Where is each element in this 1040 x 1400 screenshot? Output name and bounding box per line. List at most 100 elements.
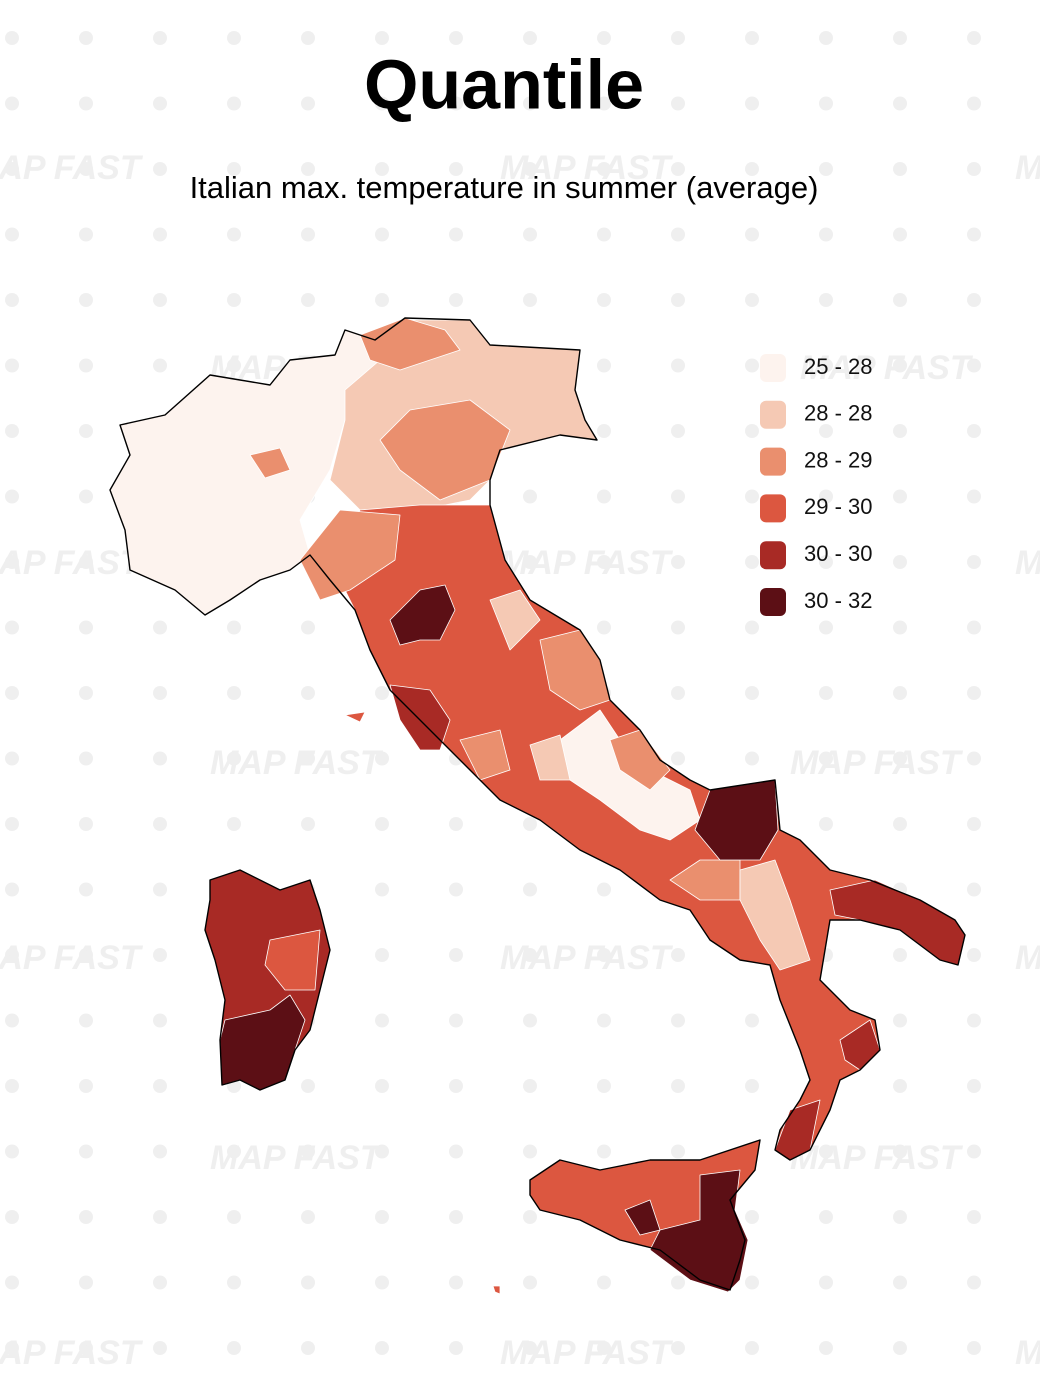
legend-label: 25 - 28: [804, 354, 873, 379]
bg-dot: [671, 620, 685, 635]
legend-label: 29 - 30: [804, 494, 873, 519]
bg-dot: [375, 948, 389, 962]
bg-dot: [449, 1144, 463, 1159]
legend-label: 28 - 29: [804, 447, 873, 472]
bg-dot: [153, 948, 167, 962]
bg-dot: [819, 817, 833, 831]
bg-dot: [745, 227, 759, 242]
bg-dot: [745, 358, 759, 373]
bg-dot: [967, 1013, 981, 1028]
bg-dot: [153, 1013, 167, 1028]
bg-dot: [523, 1210, 537, 1224]
bg-dot: [5, 686, 19, 700]
bg-dot: [153, 1079, 167, 1093]
region: [389, 584, 456, 646]
bg-dot: [745, 1210, 759, 1224]
bg-dot: [301, 162, 315, 176]
bg-dot: [893, 1079, 907, 1093]
bg-dot: [227, 31, 241, 45]
legend: 25 - 28 28 - 28 28 - 29 29 - 30 30 - 30 30 - …: [760, 354, 873, 616]
bg-dot: [819, 1341, 833, 1355]
bg-dot: [375, 1013, 389, 1028]
bg-dot: [893, 96, 907, 111]
bg-dot: [227, 358, 241, 373]
bg-dot: [671, 227, 685, 242]
bg-dot: [967, 1275, 981, 1290]
bg-dot: [227, 1144, 241, 1159]
bg-dot: [967, 686, 981, 700]
bg-dot: [301, 96, 315, 111]
bg-dot: [523, 555, 537, 569]
bg-dot: [153, 1144, 167, 1159]
bg-dot: [449, 96, 463, 111]
bg-dot: [449, 1210, 463, 1224]
bg-dot: [523, 817, 537, 831]
bg-dot: [597, 96, 611, 111]
region: [624, 1199, 661, 1236]
bg-dot: [745, 1341, 759, 1355]
bg-dot: [449, 31, 463, 45]
bg-dot: [893, 686, 907, 700]
watermark: MAP FAST: [0, 544, 144, 582]
bg-dot: [5, 817, 19, 831]
region: [379, 399, 511, 501]
bg-dot: [967, 948, 981, 962]
bg-dot: [5, 620, 19, 635]
bg-dot: [671, 162, 685, 176]
bg-dot: [449, 817, 463, 831]
bg-dot: [745, 555, 759, 569]
bg-dot: [597, 227, 611, 242]
bg-dot: [79, 227, 93, 242]
bg-dot: [671, 31, 685, 45]
watermark: MAP FAST: [1015, 149, 1040, 187]
bg-dot: [449, 1275, 463, 1290]
bg-dot: [671, 555, 685, 569]
bg-dot: [597, 1079, 611, 1093]
bg-dot: [79, 489, 93, 504]
legend-label: 30 - 32: [804, 588, 873, 613]
bg-dot: [449, 882, 463, 897]
bg-dot: [819, 96, 833, 111]
watermark: MAP FAST: [0, 1334, 144, 1372]
bg-dot: [375, 293, 389, 307]
bg-dot: [79, 96, 93, 111]
legend-swatch: [760, 494, 786, 523]
bg-dot: [227, 293, 241, 307]
coastline: [204, 869, 331, 1091]
bg-dot: [79, 620, 93, 635]
bg-dot: [79, 162, 93, 176]
bg-dot: [301, 31, 315, 45]
bg-dot: [671, 1079, 685, 1093]
bg-dot: [5, 1210, 19, 1224]
bg-dot: [597, 293, 611, 307]
bg-dot: [893, 555, 907, 569]
bg-dot: [967, 162, 981, 176]
bg-dot: [301, 817, 315, 831]
bg-dot: [227, 1275, 241, 1290]
bg-dot: [5, 948, 19, 962]
bg-dot: [375, 1210, 389, 1224]
bg-dot: [893, 489, 907, 504]
region: [739, 859, 811, 971]
region: [492, 1285, 501, 1295]
bg-dot: [449, 1341, 463, 1355]
bg-dot: [5, 162, 19, 176]
watermark: MAP FAST: [800, 349, 974, 387]
bg-dot: [893, 31, 907, 45]
bg-dot: [79, 882, 93, 897]
bg-dot: [597, 489, 611, 504]
watermark: MAP FAST: [500, 149, 674, 187]
bg-dot: [153, 1275, 167, 1290]
bg-dot: [227, 162, 241, 176]
bg-dot: [5, 555, 19, 569]
bg-dot: [597, 162, 611, 176]
bg-dot: [893, 1341, 907, 1355]
bg-dot: [597, 1341, 611, 1355]
bg-dot: [819, 31, 833, 45]
bg-dot: [5, 751, 19, 766]
bg-dot: [819, 358, 833, 373]
bg-dot: [819, 424, 833, 438]
bg-dot: [671, 293, 685, 307]
bg-dot: [745, 1013, 759, 1028]
